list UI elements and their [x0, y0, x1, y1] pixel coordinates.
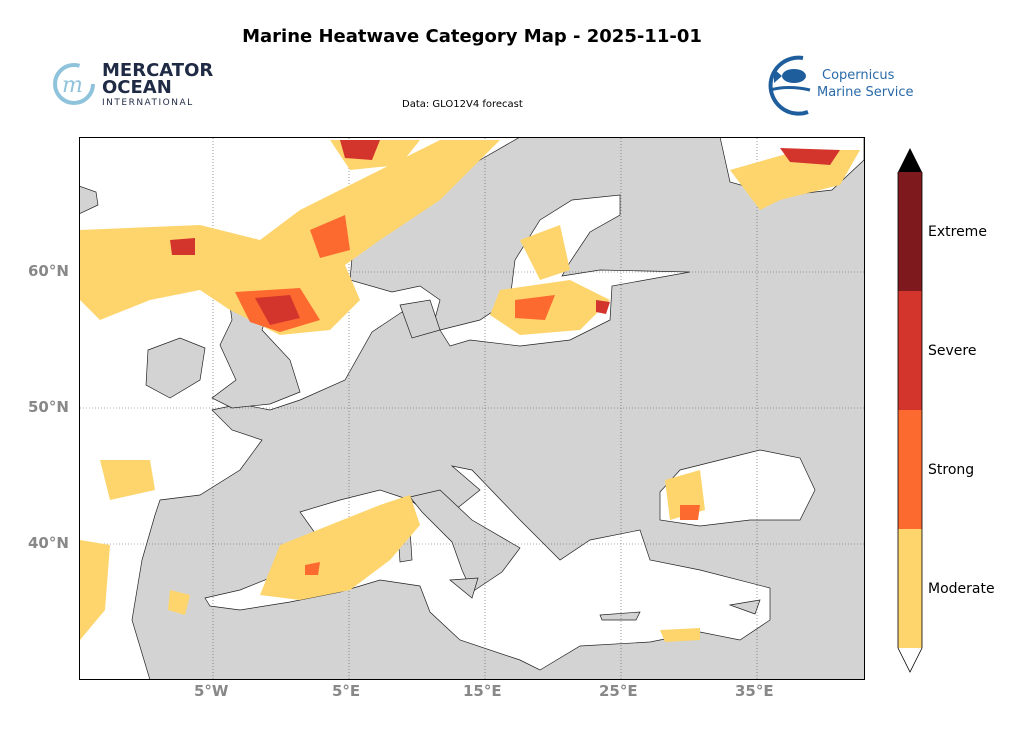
- lon-label-15e: 15°E: [463, 682, 502, 700]
- copernicus-marine-logo: Copernicus Marine Service: [758, 52, 928, 118]
- mercator-line3: INTERNATIONAL: [102, 98, 194, 108]
- sicily: [449, 577, 479, 599]
- colorbar-strong: [898, 410, 922, 529]
- colorbar-moderate: [898, 529, 922, 648]
- colorbar-severe: [898, 291, 922, 410]
- colorbar-border: [897, 172, 923, 648]
- lon-label-5e: 5°E: [332, 682, 361, 700]
- data-source: Data: GLO12V4 forecast: [402, 99, 523, 110]
- colorbar: [897, 148, 923, 673]
- severe-areas: [170, 140, 840, 325]
- legend-moderate: Moderate: [928, 581, 995, 597]
- cyprus: [728, 599, 761, 615]
- copernicus-line2: Marine Service: [817, 85, 914, 100]
- legend-extreme: Extreme: [928, 224, 987, 240]
- legend-strong: Strong: [928, 462, 975, 478]
- colorbar-extend-min: [897, 647, 923, 673]
- denmark: [399, 299, 441, 339]
- colorbar-extreme: [898, 172, 922, 291]
- copernicus-line1: Copernicus: [822, 68, 895, 83]
- map-canvas: [78, 136, 865, 681]
- map-title: Marine Heatwave Category Map - 2025-11-0…: [242, 26, 702, 47]
- lon-label-35e: 35°E: [735, 682, 774, 700]
- ireland: [145, 337, 206, 399]
- svg-text:m: m: [62, 73, 83, 98]
- crete: [599, 611, 641, 621]
- lon-label-25e: 25°E: [599, 682, 638, 700]
- legend-severe: Severe: [928, 343, 977, 359]
- mercator-line1: MERCATOR: [102, 60, 214, 81]
- mercator-m-icon: m: [53, 63, 95, 105]
- lat-label-50n: 50°N: [28, 398, 69, 416]
- mercator-ocean-logo: m MERCATOR OCEAN INTERNATIONAL: [52, 60, 222, 110]
- mercator-line2: OCEAN: [102, 77, 172, 98]
- italy: [409, 489, 521, 593]
- lon-label-5w: 5°W: [194, 682, 229, 700]
- heatwave-map: [78, 136, 865, 681]
- fish-icon: [768, 55, 811, 116]
- lat-label-60n: 60°N: [28, 262, 69, 280]
- lat-label-40n: 40°N: [28, 534, 69, 552]
- colorbar-extend-max: [898, 148, 922, 172]
- islands: [78, 185, 761, 621]
